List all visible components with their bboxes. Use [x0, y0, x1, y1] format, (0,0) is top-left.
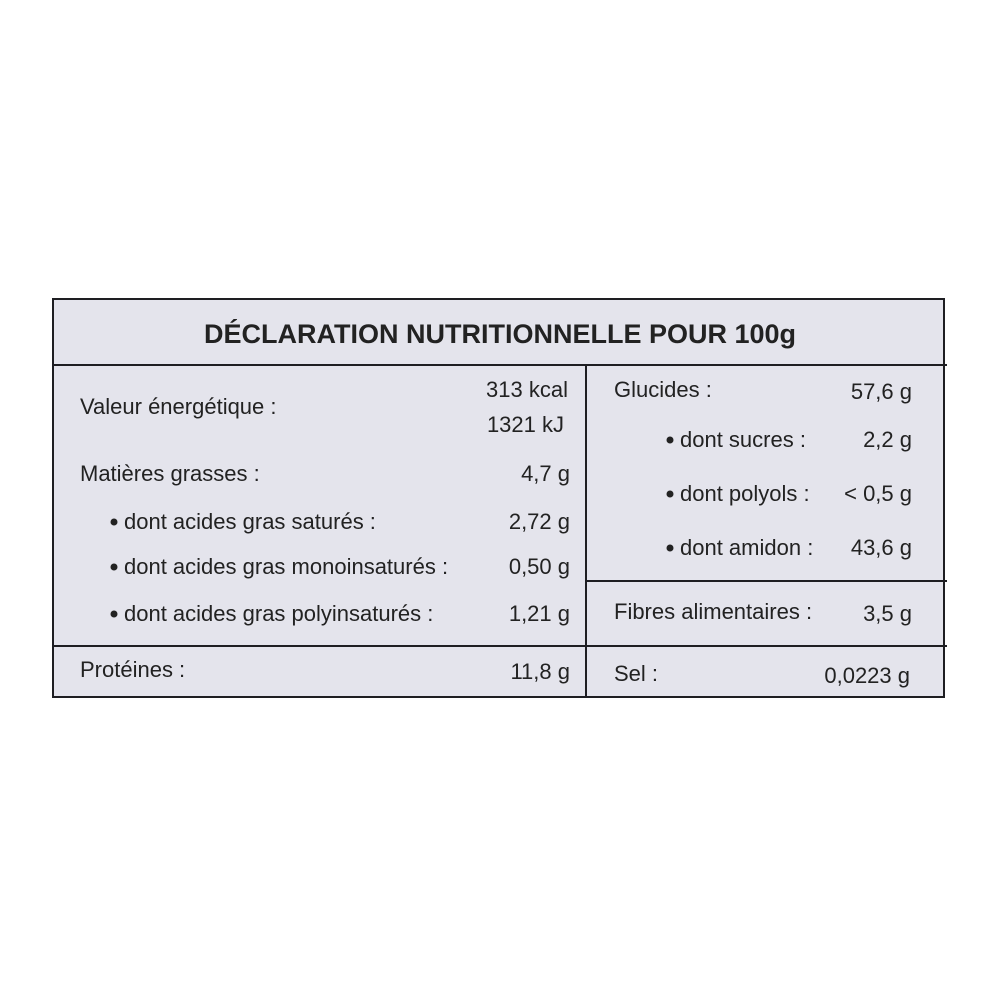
label: dont acides gras monoinsaturés : — [124, 554, 449, 579]
value: 11,8 g — [510, 659, 570, 684]
bullet — [110, 518, 118, 526]
value: 2,2 g — [863, 427, 912, 452]
value: 313 kcal — [486, 377, 568, 402]
title: DÉCLARATION NUTRITIONNELLE POUR 100g — [203, 319, 797, 349]
label: Glucides : — [614, 377, 712, 402]
bullet — [110, 563, 118, 571]
divider — [54, 645, 947, 647]
divider — [585, 364, 587, 698]
value: < 0,5 g — [844, 481, 912, 506]
value: 43,6 g — [850, 535, 912, 560]
bullet — [666, 490, 674, 498]
label: dont acides gras saturés : — [124, 509, 376, 534]
value: 1,21 g — [508, 601, 570, 626]
value: 4,7 g — [521, 461, 570, 486]
label: Sel : — [614, 661, 659, 686]
label: dont polyols : — [680, 481, 810, 506]
label: dont acides gras polyinsaturés : — [124, 601, 434, 626]
bullet — [666, 544, 674, 552]
bullet — [666, 436, 674, 444]
label: Matières grasses : — [80, 461, 260, 486]
value: 1321 kJ — [486, 412, 564, 437]
label: dont amidon : — [680, 535, 814, 560]
nutrition-label: DÉCLARATION NUTRITIONNELLE POUR 100g Val… — [52, 298, 947, 698]
divider — [54, 364, 947, 366]
label: dont sucres : — [680, 427, 806, 452]
label: Fibres alimentaires : — [614, 599, 813, 624]
divider — [585, 580, 947, 582]
value: 0,0223 g — [824, 663, 910, 688]
value: 3,5 g — [863, 601, 912, 626]
label: Protéines : — [80, 657, 186, 682]
value: 57,6 g — [850, 379, 912, 404]
value: 0,50 g — [508, 554, 570, 579]
bullet — [110, 610, 118, 618]
value: 2,72 g — [508, 509, 570, 534]
label: Valeur énergétique : — [80, 394, 277, 419]
